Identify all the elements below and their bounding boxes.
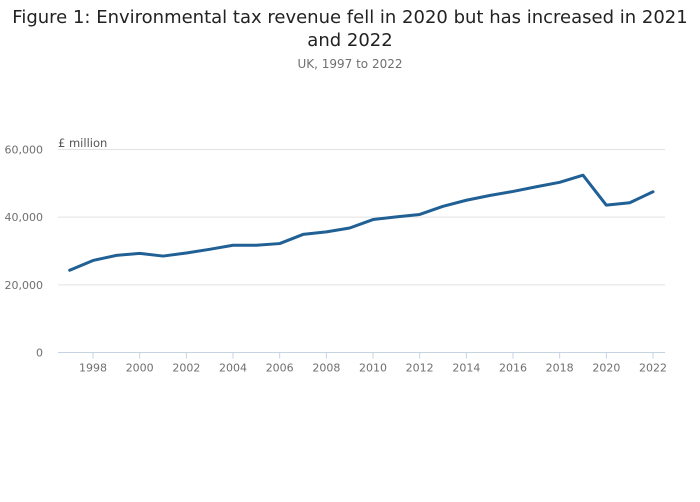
x-tick-label: 2016 [499, 362, 527, 375]
x-tick-label: 2022 [639, 362, 667, 375]
x-tick-label: 1998 [79, 362, 107, 375]
data-point[interactable] [276, 240, 284, 248]
data-point[interactable] [299, 230, 307, 238]
y-tick-label: 0 [36, 347, 43, 360]
y-axis-tick-labels: 0 20,000 40,000 60,000 [5, 144, 44, 360]
y-tick-label: 60,000 [5, 144, 44, 157]
data-point[interactable] [136, 249, 144, 257]
x-tick-label: 2012 [406, 362, 434, 375]
data-point[interactable] [462, 196, 470, 204]
data-point[interactable] [626, 199, 634, 207]
data-point[interactable] [602, 201, 610, 209]
series-line [68, 173, 655, 272]
x-tick-label: 2014 [452, 362, 480, 375]
y-axis-unit-label: £ million [58, 136, 107, 150]
data-point[interactable] [649, 188, 657, 196]
data-point[interactable] [89, 256, 97, 264]
data-point[interactable] [252, 241, 260, 249]
data-point[interactable] [159, 252, 167, 260]
x-tick-label: 2008 [312, 362, 340, 375]
data-point[interactable] [392, 213, 400, 221]
y-tick-label: 40,000 [5, 211, 44, 224]
data-point[interactable] [229, 241, 237, 249]
data-point[interactable] [346, 224, 354, 232]
data-point[interactable] [532, 183, 540, 191]
data-point[interactable] [369, 216, 377, 224]
x-tick-label: 2004 [219, 362, 247, 375]
x-tick-label: 2020 [592, 362, 620, 375]
data-point[interactable] [439, 202, 447, 210]
x-tick-label: 2002 [172, 362, 200, 375]
data-point[interactable] [112, 251, 120, 259]
data-point[interactable] [509, 187, 517, 195]
data-point[interactable] [66, 266, 74, 274]
y-tick-label: 20,000 [5, 279, 44, 292]
data-point[interactable] [416, 210, 424, 218]
x-tick-label: 2006 [266, 362, 294, 375]
x-tick-label: 2018 [546, 362, 574, 375]
x-tick-label: 2000 [126, 362, 154, 375]
data-point[interactable] [206, 245, 214, 253]
gridlines [58, 149, 665, 286]
series-layer [66, 171, 657, 274]
data-point[interactable] [322, 228, 330, 236]
data-point[interactable] [579, 171, 587, 179]
chart-subtitle: UK, 1997 to 2022 [297, 57, 403, 71]
x-tick-label: 2010 [359, 362, 387, 375]
x-axis-tick-labels: 1998 2000 2002 2004 2006 2008 2010 2012 2014 2016… [79, 362, 667, 375]
data-point[interactable] [486, 192, 494, 200]
data-point[interactable] [182, 249, 190, 257]
chart-title: Figure 1: Environmental tax revenue fell… [12, 7, 688, 51]
data-point[interactable] [556, 178, 564, 186]
x-axis [58, 352, 665, 359]
